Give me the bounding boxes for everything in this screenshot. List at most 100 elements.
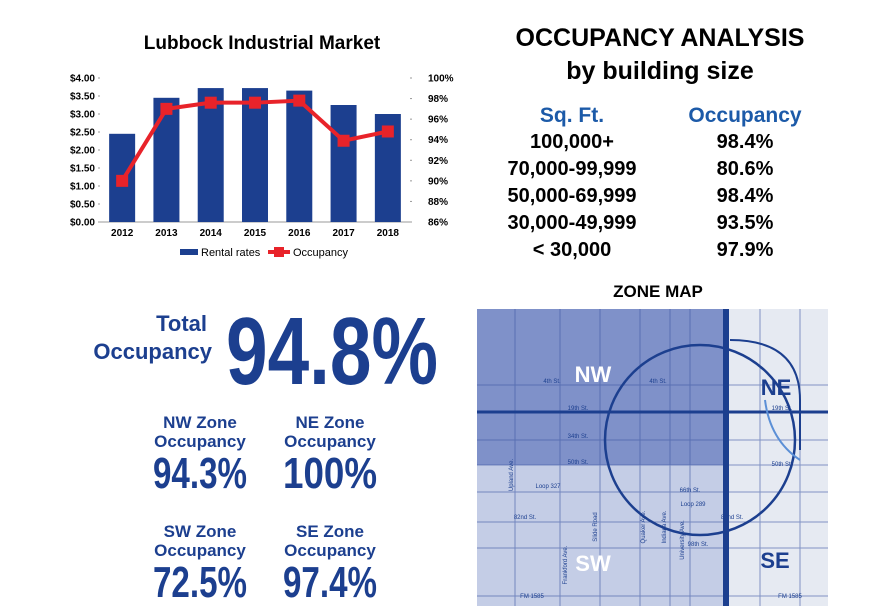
y-tick-label: $2.50: [70, 128, 95, 139]
table-cell: 97.9%: [717, 239, 774, 261]
zone-label: SW: [575, 551, 611, 576]
street-label: University Ave.: [680, 520, 686, 560]
street-label: Loop 289: [680, 502, 706, 508]
total-value: 94.8%: [226, 298, 438, 405]
zone-label: Occupancy: [154, 541, 246, 560]
total-label: Occupancy: [93, 339, 212, 364]
zone-value: 100%: [283, 449, 377, 498]
street-label: 50th St.: [772, 462, 793, 468]
y2-tick-label: 92%: [428, 156, 448, 167]
bar: [153, 97, 180, 222]
y2-tick-label: 88%: [428, 197, 448, 208]
x-tick-label: 2015: [244, 228, 267, 239]
bar: [330, 105, 357, 222]
table-cell: 80.6%: [717, 158, 774, 180]
street-label: Quaker Ave.: [641, 510, 647, 543]
street-label: 98th St.: [688, 542, 709, 548]
table-cell: 98.4%: [717, 185, 774, 207]
street-label: 19th St.: [772, 406, 793, 412]
zone-label: Occupancy: [284, 541, 376, 560]
street-label: 4th St.: [543, 379, 561, 385]
marker: [293, 94, 306, 107]
table-cell: < 30,000: [533, 239, 611, 261]
street-label: 34th St.: [568, 434, 589, 440]
zone-value: 97.4%: [283, 558, 377, 607]
zone-label: Occupancy: [284, 432, 376, 451]
table-cell: 70,000-99,999: [507, 158, 636, 180]
street-label: 50th St.: [568, 460, 589, 466]
zone-label: SE: [760, 548, 789, 573]
y-tick-label: $3.50: [70, 92, 95, 103]
table-header: Sq. Ft.: [540, 104, 604, 127]
loop-289: [603, 343, 797, 537]
bar: [286, 90, 313, 222]
street-label: FM 1585: [778, 594, 802, 600]
street-label: Loop 327: [535, 484, 561, 490]
zone-name: NW Zone: [163, 413, 237, 432]
zone-label: NW: [575, 362, 612, 387]
marker: [160, 102, 173, 115]
street-label: 82nd St.: [721, 515, 744, 521]
x-tick-label: 2012: [111, 228, 134, 239]
table-title: OCCUPANCY ANALYSIS: [516, 24, 805, 52]
street-label: Frankford Ave.: [563, 545, 569, 584]
legend-label: Rental rates: [201, 247, 261, 259]
river: [764, 399, 801, 461]
table-header: Occupancy: [688, 104, 802, 127]
legend-swatch: [180, 249, 198, 255]
zone-name: NE Zone: [296, 413, 365, 432]
street-label: Slide Road: [593, 512, 599, 541]
y-tick-label: $1.00: [70, 182, 95, 193]
y2-tick-label: 86%: [428, 218, 448, 229]
y-tick-label: $0.00: [70, 218, 95, 229]
street-label: 82nd St.: [514, 515, 537, 521]
street-label: Upland Ave.: [509, 459, 515, 492]
street-label: FM 1585: [520, 594, 544, 600]
table-subtitle: by building size: [566, 57, 754, 85]
zone-label: NE: [761, 375, 792, 400]
y-tick-label: $2.00: [70, 146, 95, 157]
zone-map: [477, 309, 828, 606]
street-label: Indiana Ave.: [662, 510, 668, 543]
marker: [116, 174, 129, 187]
marker: [337, 134, 350, 147]
zone-value: 94.3%: [153, 449, 247, 498]
zone-name: SW Zone: [164, 522, 237, 541]
chart-title: Lubbock Industrial Market: [144, 33, 381, 54]
x-tick-label: 2014: [200, 228, 223, 239]
y-tick-label: $4.00: [70, 74, 95, 85]
street-label: 66th St.: [680, 488, 701, 494]
y-tick-label: $1.50: [70, 164, 95, 175]
table-cell: 30,000-49,999: [507, 212, 636, 234]
y-tick-label: $3.00: [70, 110, 95, 121]
y2-tick-label: 94%: [428, 135, 448, 146]
bar: [197, 88, 224, 222]
x-tick-label: 2017: [332, 228, 355, 239]
y-tick-label: $0.50: [70, 200, 95, 211]
legend-swatch: [274, 247, 284, 257]
x-tick-label: 2018: [377, 228, 400, 239]
table-cell: 93.5%: [717, 212, 774, 234]
zone-value: 72.5%: [153, 558, 247, 607]
total-label: Total: [156, 311, 207, 336]
table-cell: 100,000+: [530, 131, 614, 153]
table-cell: 98.4%: [717, 131, 774, 153]
y2-tick-label: 98%: [428, 94, 448, 105]
street-label: 19th St.: [568, 406, 589, 412]
y2-tick-label: 96%: [428, 115, 448, 126]
street-label: 4th St.: [649, 379, 667, 385]
road: [729, 339, 801, 450]
legend-label: Occupancy: [293, 247, 349, 259]
y2-tick-label: 100%: [428, 74, 454, 85]
y2-tick-label: 90%: [428, 176, 448, 187]
marker: [381, 125, 394, 138]
bar: [242, 88, 268, 222]
zone-label: Occupancy: [154, 432, 246, 451]
zone-name: SE Zone: [296, 522, 364, 541]
marker: [249, 96, 261, 109]
x-tick-label: 2016: [288, 228, 311, 239]
x-tick-label: 2013: [155, 228, 178, 239]
table-cell: 50,000-69,999: [507, 185, 636, 207]
map-title: ZONE MAP: [613, 282, 703, 301]
marker: [204, 96, 217, 109]
